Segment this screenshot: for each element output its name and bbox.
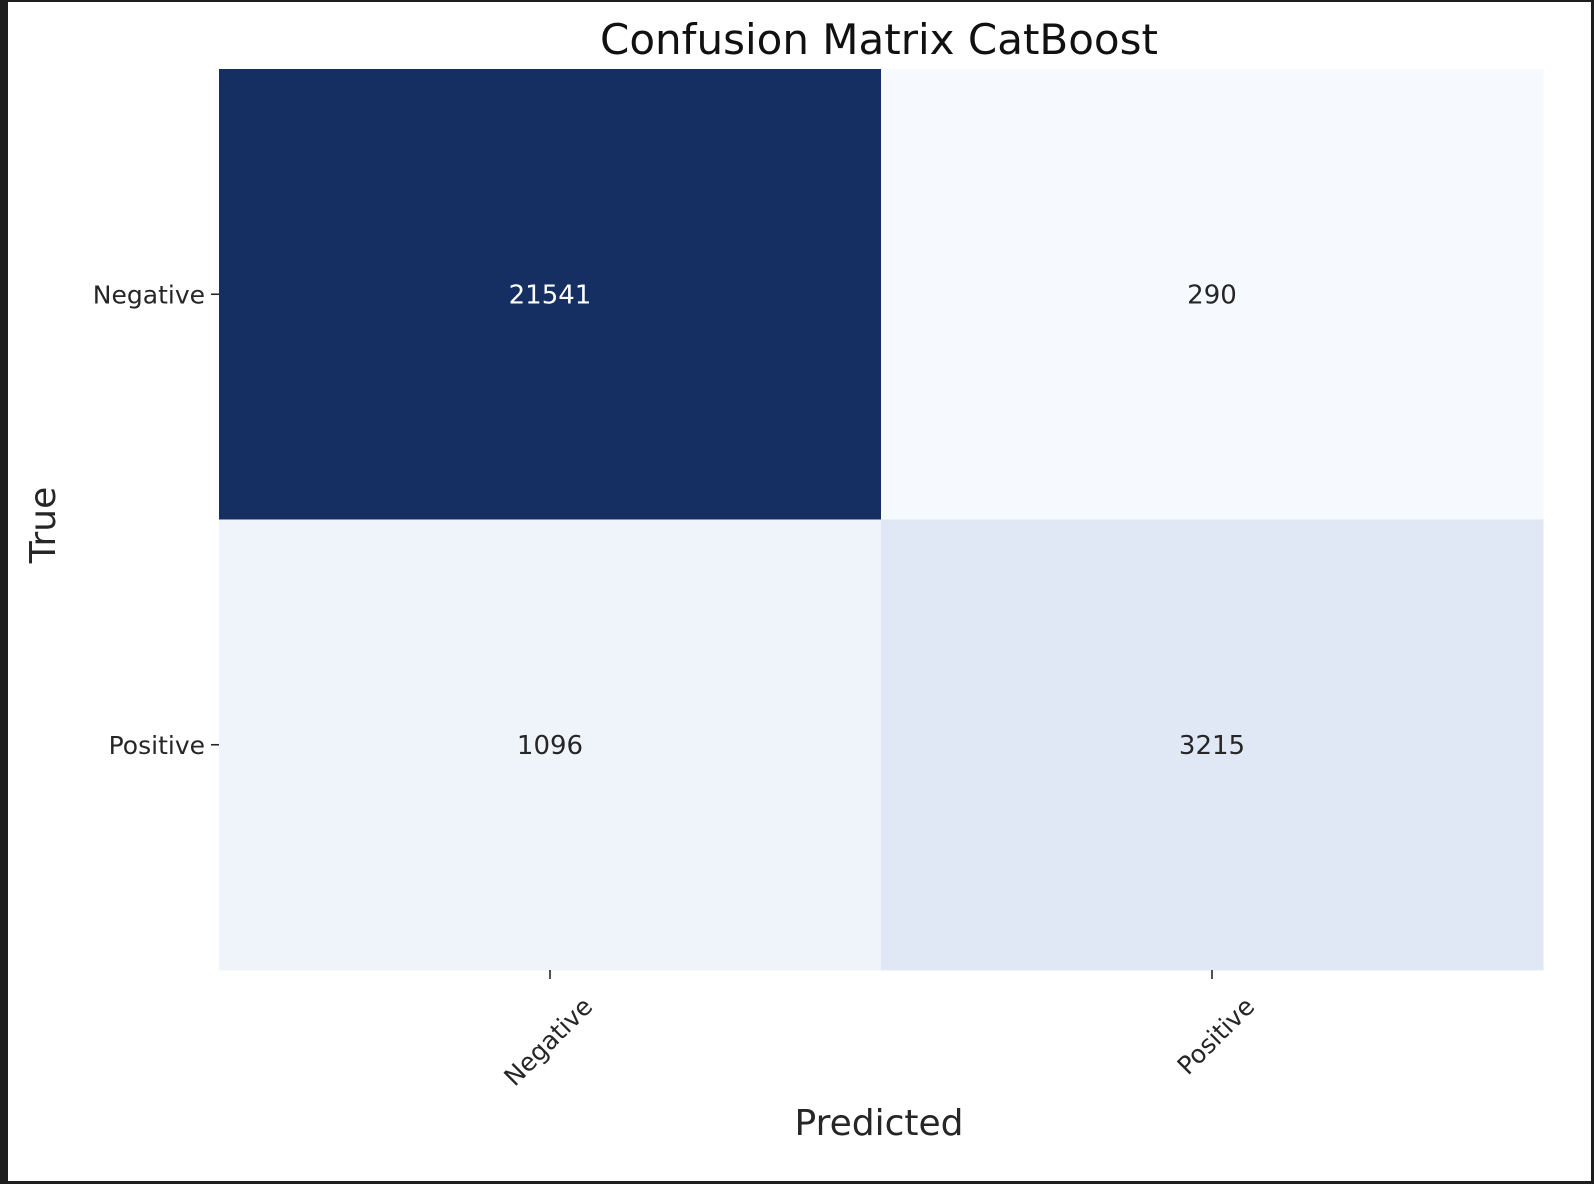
x-tick-label: Positive <box>1172 992 1261 1081</box>
cell-value-label: 290 <box>1187 280 1237 310</box>
cell-value-label: 21541 <box>509 280 592 310</box>
confusion-matrix-chart: Confusion Matrix CatBoost 21541 290 1096 32… <box>23 15 1544 1144</box>
heatmap-cell <box>219 519 882 971</box>
x-tick-label: Negative <box>498 992 598 1092</box>
cell-value-label: 3215 <box>1179 731 1245 761</box>
cell-value-label: 1096 <box>517 731 583 761</box>
y-tick-label: Negative <box>93 280 205 309</box>
y-tick-label: Positive <box>109 731 205 760</box>
chart-title: Confusion Matrix CatBoost <box>600 15 1158 64</box>
heatmap-cell <box>219 69 882 520</box>
heatmap-cells: 21541 290 1096 3215 <box>219 69 1544 971</box>
heatmap-cell <box>881 519 1544 971</box>
heatmap-cell <box>881 69 1544 520</box>
x-axis-title: Predicted <box>795 1103 964 1144</box>
y-axis-title: True <box>23 487 64 564</box>
figure-frame: Confusion Matrix CatBoost 21541 290 1096 32… <box>8 2 1591 1181</box>
